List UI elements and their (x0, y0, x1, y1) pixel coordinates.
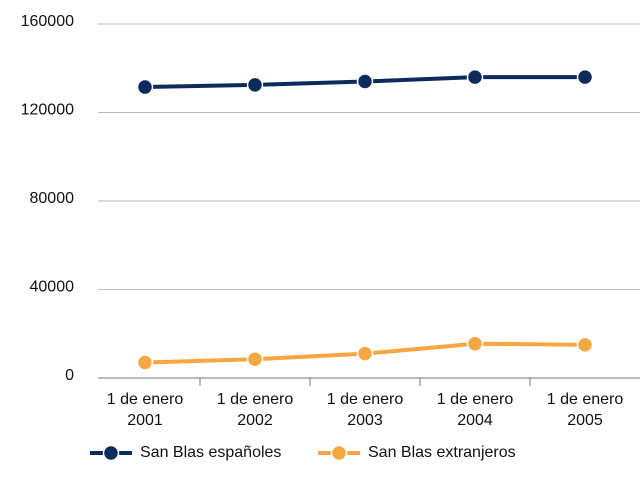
x-tick-label: 1 de enero 2003 (327, 391, 404, 429)
data-point (576, 336, 594, 354)
legend-label: San Blas españoles (140, 444, 281, 461)
legend-swatch (102, 444, 120, 462)
legend-label: San Blas extranjeros (368, 444, 516, 461)
y-tick-label: 160000 (21, 13, 74, 30)
legend-swatch (330, 444, 348, 462)
data-point (466, 68, 484, 86)
y-tick-label: 0 (65, 367, 74, 384)
x-tick-label: 1 de enero 2002 (217, 391, 294, 429)
x-tick-label: 1 de enero 2004 (437, 391, 514, 429)
data-point (576, 68, 594, 86)
y-tick-label: 40000 (30, 279, 75, 296)
data-point (466, 335, 484, 352)
data-point (136, 354, 154, 371)
data-point (356, 73, 374, 90)
y-tick-label: 120000 (21, 102, 74, 119)
data-point (356, 345, 374, 362)
y-tick-label: 80000 (30, 190, 75, 207)
data-point (246, 76, 264, 94)
data-point (136, 78, 154, 96)
data-point (246, 350, 264, 368)
x-tick-label: 1 de enero 2001 (107, 391, 184, 429)
x-tick-label: 1 de enero 2005 (547, 391, 624, 429)
